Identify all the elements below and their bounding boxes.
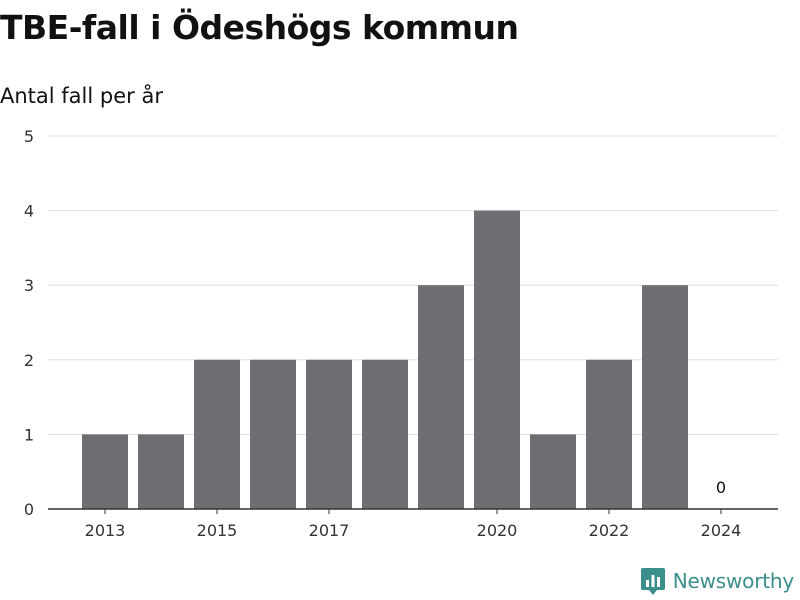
chart-subtitle: Antal fall per år: [0, 84, 163, 108]
x-tick-label: 2024: [701, 521, 742, 540]
y-tick-label: 3: [24, 276, 34, 295]
bar: [250, 359, 296, 509]
x-axis: [48, 508, 778, 514]
bar: [586, 359, 632, 509]
x-tick-label: 2017: [309, 521, 350, 540]
y-tick-label: 2: [24, 351, 34, 370]
x-tick-label: 2013: [85, 521, 126, 540]
x-tick-label: 2022: [589, 521, 630, 540]
newsworthy-logo-icon: [640, 568, 665, 595]
y-tick-label: 4: [24, 202, 34, 221]
y-tick-label: 1: [24, 425, 34, 444]
bar: [138, 434, 184, 509]
bar: [642, 285, 688, 509]
y-tick-label: 5: [24, 127, 34, 146]
bar: [530, 434, 576, 509]
brand: Newsworthy: [640, 564, 794, 598]
bar: [82, 434, 128, 509]
data-label: 0: [716, 478, 726, 497]
bars: [82, 210, 688, 509]
bar: [306, 359, 352, 509]
y-tick-label: 0: [24, 500, 34, 519]
bar: [418, 285, 464, 509]
x-tick-label: 2020: [477, 521, 518, 540]
x-tick-label: 2015: [197, 521, 238, 540]
bar: [362, 359, 408, 509]
brand-name: Newsworthy: [672, 569, 794, 593]
bar: [474, 210, 520, 509]
tick-labels: 0 1 2 3 4 5 2013 2015 2017 2020 2022 2024 0: [24, 127, 742, 540]
chart-title: TBE-fall i Ödeshögs kommun: [0, 8, 519, 47]
bar: [194, 359, 240, 509]
